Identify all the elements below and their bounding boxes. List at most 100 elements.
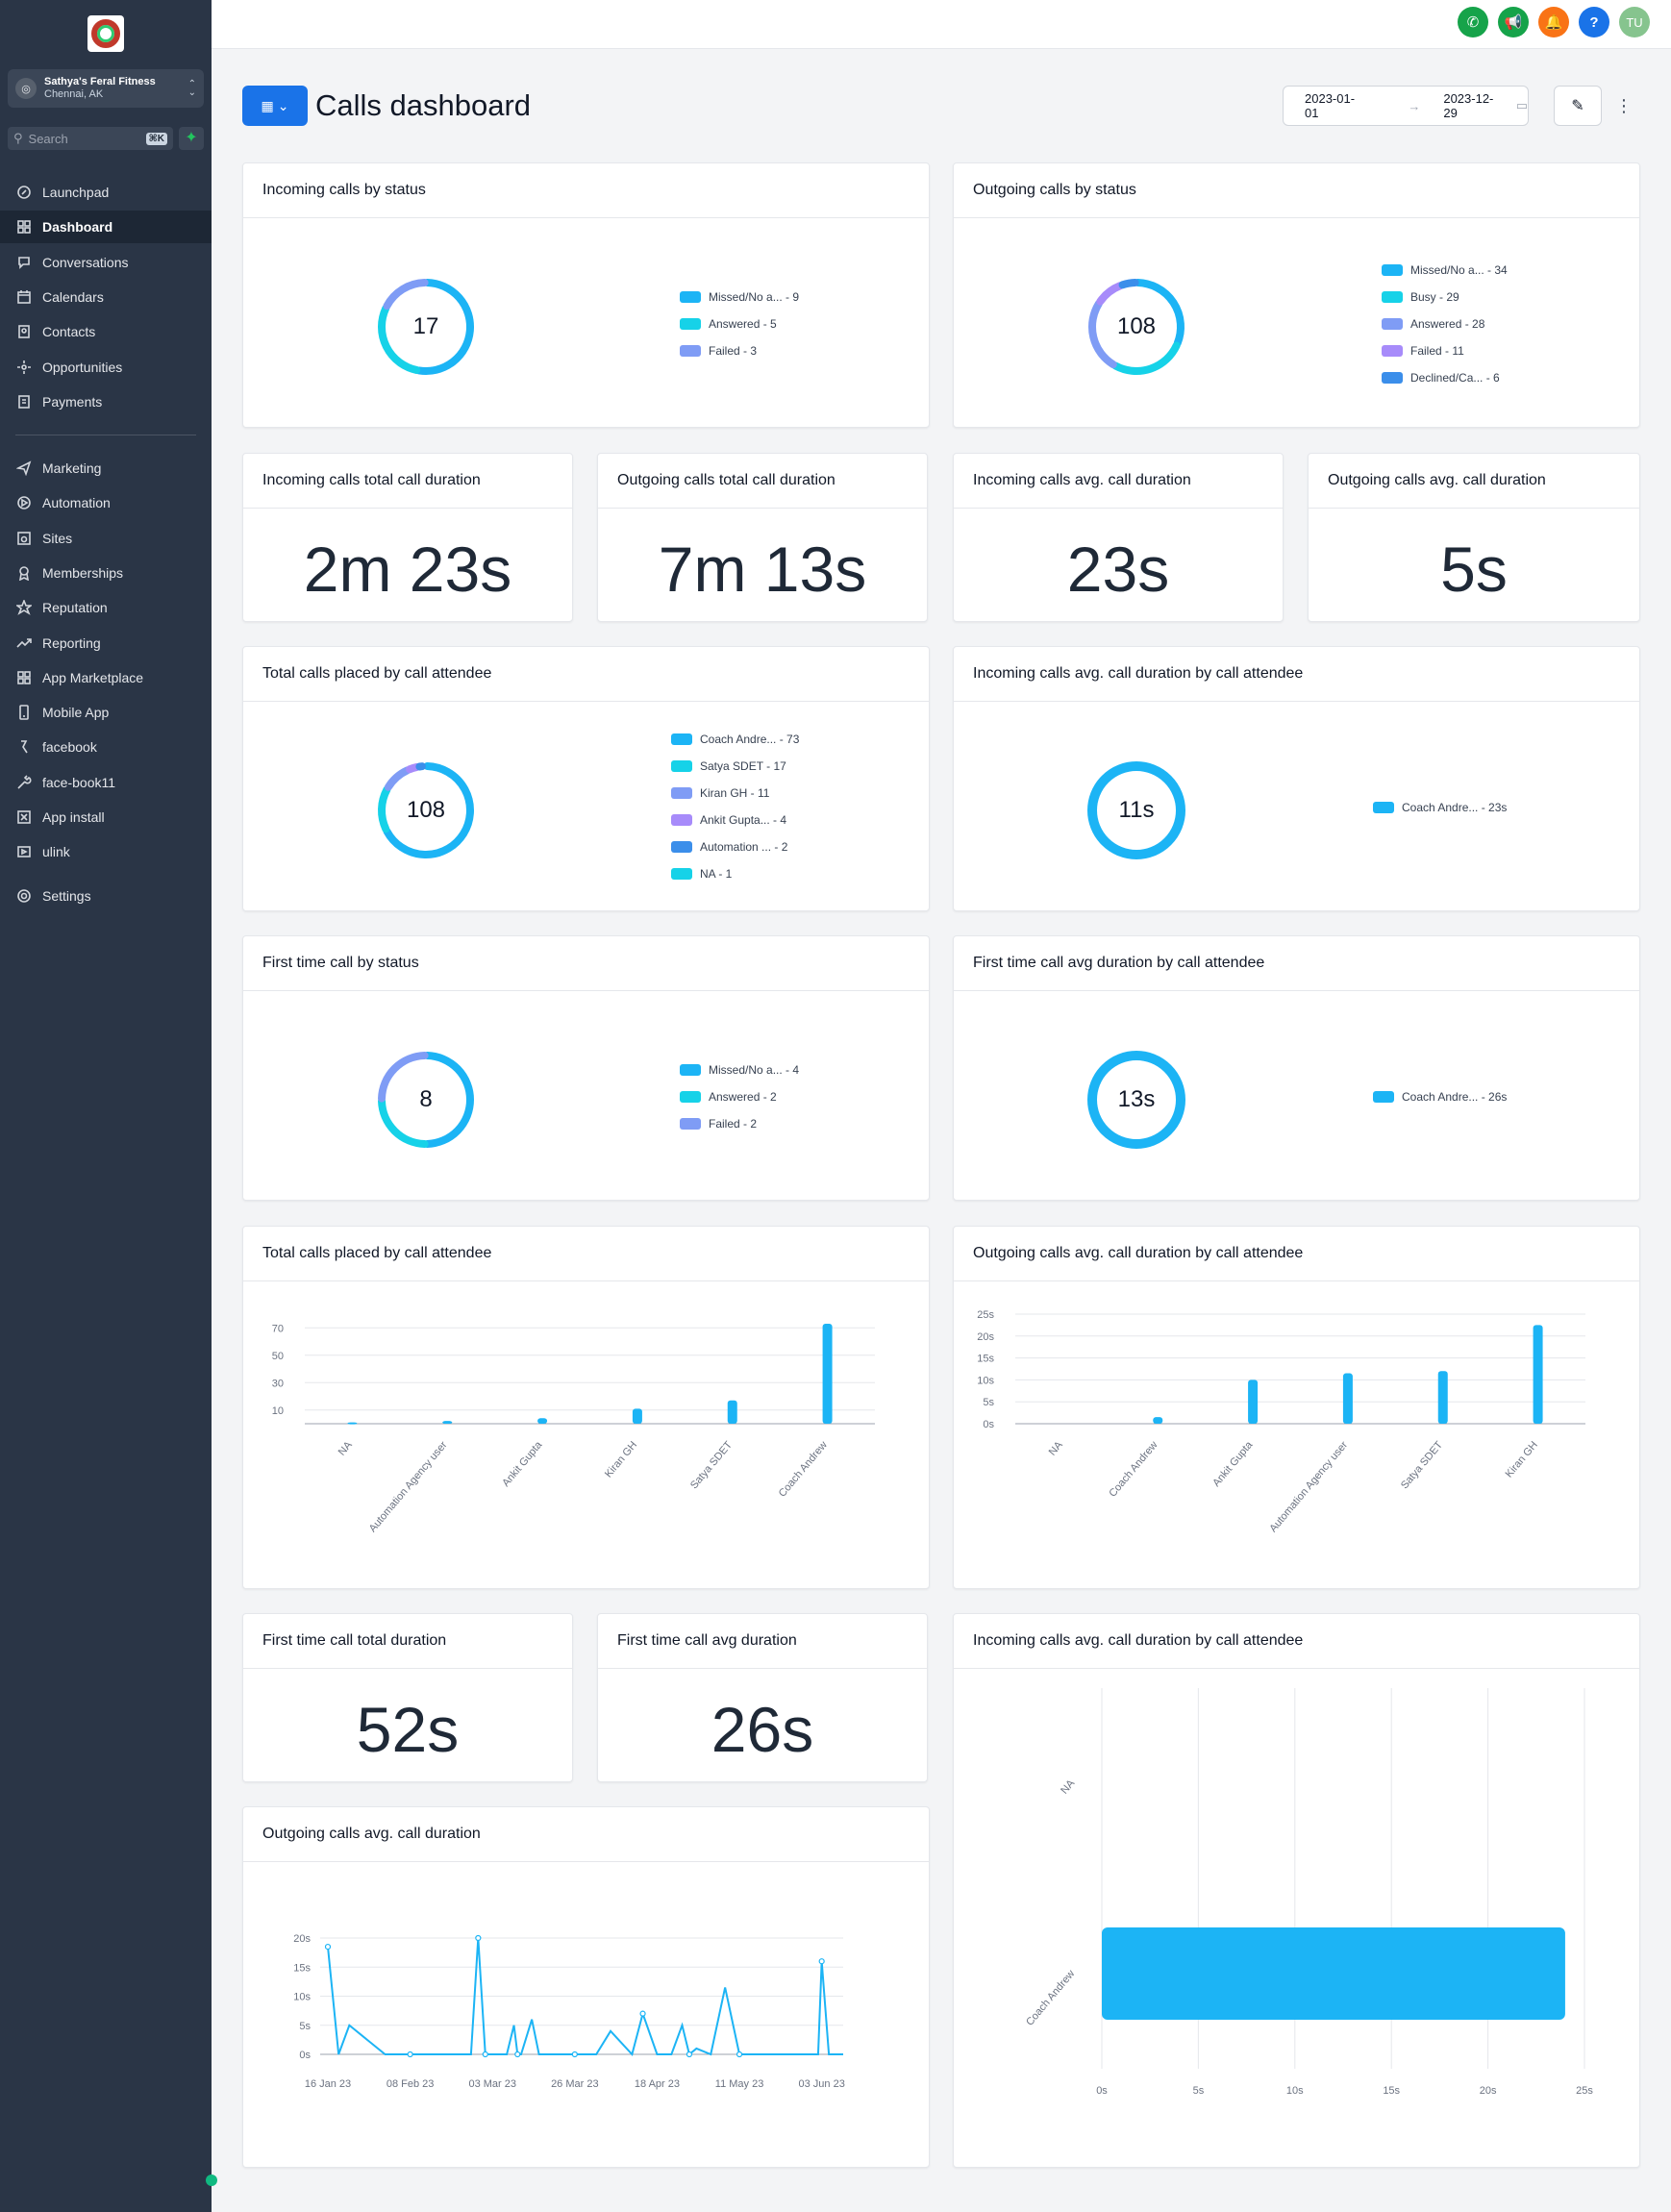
sidebar-item-facebook[interactable]: facebook bbox=[0, 731, 212, 763]
data-point[interactable] bbox=[324, 1943, 332, 1951]
sidebar-item-memberships[interactable]: Memberships bbox=[0, 557, 212, 589]
legend-item[interactable]: Missed/No a... - 9 bbox=[680, 284, 799, 311]
sidebar-item-opportunities[interactable]: Opportunities bbox=[0, 351, 212, 384]
data-point[interactable] bbox=[514, 2050, 521, 2058]
more-options-icon[interactable]: ⋮ bbox=[1615, 96, 1633, 115]
data-point[interactable] bbox=[407, 2050, 413, 2058]
data-point[interactable] bbox=[571, 2050, 578, 2058]
sidebar-item-reporting[interactable]: Reporting bbox=[0, 627, 212, 659]
sidebar-item-app-marketplace[interactable]: App Marketplace bbox=[0, 661, 212, 694]
donut-slice[interactable] bbox=[423, 1052, 474, 1148]
sparkle-icon[interactable]: ✦ bbox=[179, 127, 204, 150]
brand-logo[interactable] bbox=[87, 15, 124, 52]
sidebar-item-app-install[interactable]: App install bbox=[0, 801, 212, 833]
legend-item[interactable]: Failed - 3 bbox=[680, 337, 799, 364]
legend-item[interactable]: Declined/Ca... - 6 bbox=[1382, 364, 1508, 391]
sidebar-item-label: ulink bbox=[42, 844, 70, 860]
data-point[interactable] bbox=[736, 2050, 743, 2058]
legend-item[interactable]: Kiran GH - 11 bbox=[671, 780, 799, 807]
data-point[interactable] bbox=[639, 2010, 646, 2017]
x-tick-label: 15s bbox=[1383, 2085, 1400, 2097]
donut-slice[interactable] bbox=[378, 1097, 429, 1148]
bar[interactable] bbox=[822, 1323, 833, 1424]
legend-item[interactable]: Answered - 5 bbox=[680, 311, 799, 337]
edit-button[interactable]: ✎ bbox=[1554, 86, 1602, 126]
sidebar-item-settings[interactable]: Settings bbox=[0, 880, 212, 912]
help-icon[interactable]: ? bbox=[1579, 7, 1609, 37]
date-range-picker[interactable]: 2023-01-01 → 2023-12-29 ▭ bbox=[1283, 86, 1529, 126]
donut-slice[interactable] bbox=[1134, 279, 1185, 347]
donut-slice[interactable] bbox=[1118, 279, 1139, 289]
sidebar-item-conversations[interactable]: Conversations bbox=[0, 246, 212, 279]
x-tick-label: 11 May 23 bbox=[715, 2078, 764, 2090]
bar[interactable] bbox=[347, 1422, 358, 1425]
legend-item[interactable]: Satya SDET - 17 bbox=[671, 753, 799, 780]
data-point[interactable] bbox=[686, 2050, 693, 2058]
legend-item[interactable]: Coach Andre... - 26s bbox=[1373, 1083, 1507, 1110]
legend-item[interactable]: Missed/No a... - 4 bbox=[680, 1056, 799, 1083]
legend-item[interactable]: Coach Andre... - 23s bbox=[1373, 794, 1507, 821]
donut-slice[interactable] bbox=[378, 304, 421, 374]
data-point[interactable] bbox=[475, 1934, 482, 1942]
donut-slice[interactable] bbox=[414, 279, 474, 375]
sidebar-item-launchpad[interactable]: Launchpad bbox=[0, 176, 212, 209]
bar[interactable] bbox=[442, 1421, 453, 1424]
sidebar-item-face-book11[interactable]: face-book11 bbox=[0, 766, 212, 799]
series-line[interactable] bbox=[327, 1937, 843, 2057]
bar[interactable] bbox=[1342, 1373, 1353, 1424]
donut-slice[interactable] bbox=[1087, 1051, 1185, 1149]
legend-item[interactable]: Failed - 2 bbox=[680, 1110, 799, 1137]
legend-item[interactable]: Answered - 2 bbox=[680, 1083, 799, 1110]
sidebar-item-payments[interactable]: Payments bbox=[0, 385, 212, 418]
donut-slice[interactable] bbox=[378, 1052, 429, 1103]
bar[interactable] bbox=[1102, 1927, 1565, 2020]
bar[interactable] bbox=[1248, 1379, 1259, 1424]
donut-slice[interactable] bbox=[383, 762, 474, 858]
legend-item[interactable]: Failed - 11 bbox=[1382, 337, 1508, 364]
legend-label: Ankit Gupta... - 4 bbox=[700, 813, 787, 827]
donut-total: 13s bbox=[1117, 1086, 1156, 1112]
legend-item[interactable]: Missed/No a... - 34 bbox=[1382, 257, 1508, 284]
data-point[interactable] bbox=[482, 2050, 488, 2058]
sidebar-item-calendars[interactable]: Calendars bbox=[0, 281, 212, 313]
donut-slice[interactable] bbox=[1087, 761, 1185, 859]
donut-slice[interactable] bbox=[378, 785, 391, 833]
bar[interactable] bbox=[1533, 1325, 1543, 1424]
sidebar-item-mobile-app[interactable]: Mobile App bbox=[0, 696, 212, 729]
megaphone-icon[interactable]: 📢 bbox=[1498, 7, 1529, 37]
bar[interactable] bbox=[1437, 1371, 1448, 1424]
legend-item[interactable]: Automation ... - 2 bbox=[671, 833, 799, 860]
sidebar-item-dashboard[interactable]: Dashboard bbox=[0, 211, 212, 244]
sidebar-item-automation[interactable]: Automation bbox=[0, 486, 212, 519]
legend-item[interactable]: Answered - 28 bbox=[1382, 311, 1508, 337]
sidebar-item-label: Calendars bbox=[42, 288, 104, 305]
phone-icon[interactable]: ✆ bbox=[1458, 7, 1488, 37]
donut-slice[interactable] bbox=[383, 279, 429, 311]
bell-icon[interactable]: 🔔 bbox=[1538, 7, 1569, 37]
bar[interactable] bbox=[727, 1400, 737, 1424]
dashboard-switcher-button[interactable]: ▦ ⌄ bbox=[242, 86, 308, 126]
legend-item[interactable]: Ankit Gupta... - 4 bbox=[671, 807, 799, 833]
bar[interactable] bbox=[537, 1418, 548, 1424]
legend-item[interactable]: Coach Andre... - 73 bbox=[671, 726, 799, 753]
card-incoming-avg-duration: Incoming calls avg. call duration 23s bbox=[953, 453, 1284, 622]
legend-item[interactable]: NA - 1 bbox=[671, 860, 799, 887]
bar[interactable] bbox=[1153, 1417, 1163, 1424]
donut-slice[interactable] bbox=[1111, 341, 1181, 375]
legend-item[interactable]: Busy - 29 bbox=[1382, 284, 1508, 311]
legend-label: Automation ... - 2 bbox=[700, 840, 788, 854]
data-point[interactable] bbox=[818, 1958, 825, 1965]
donut-chart bbox=[378, 762, 474, 858]
sidebar-item-sites[interactable]: Sites bbox=[0, 522, 212, 555]
y-tick-label: 20s bbox=[293, 1933, 311, 1945]
bar[interactable] bbox=[632, 1408, 642, 1424]
account-switcher[interactable]: ◎ Sathya's Feral Fitness Chennai, AK ⌃ ⌄ bbox=[8, 69, 204, 108]
sidebar-item-contacts[interactable]: Contacts bbox=[0, 315, 212, 348]
sidebar-item-reputation[interactable]: Reputation bbox=[0, 591, 212, 624]
search-input[interactable]: ⚲ Search ⌘K bbox=[8, 127, 173, 150]
avatar[interactable]: TU bbox=[1619, 7, 1650, 37]
sidebar-item-marketing[interactable]: Marketing bbox=[0, 452, 212, 485]
donut-slice[interactable] bbox=[1088, 299, 1117, 369]
legend-swatch bbox=[671, 760, 692, 772]
sidebar-item-ulink[interactable]: ulink bbox=[0, 835, 212, 868]
